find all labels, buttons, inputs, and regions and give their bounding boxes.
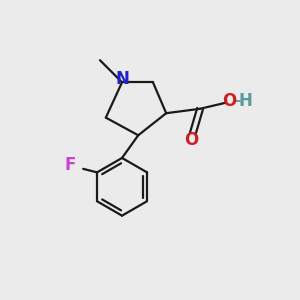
Text: N: N — [115, 70, 129, 88]
Text: O: O — [222, 92, 237, 110]
Text: O: O — [184, 131, 198, 149]
Text: H: H — [238, 92, 252, 110]
Text: F: F — [64, 156, 76, 174]
